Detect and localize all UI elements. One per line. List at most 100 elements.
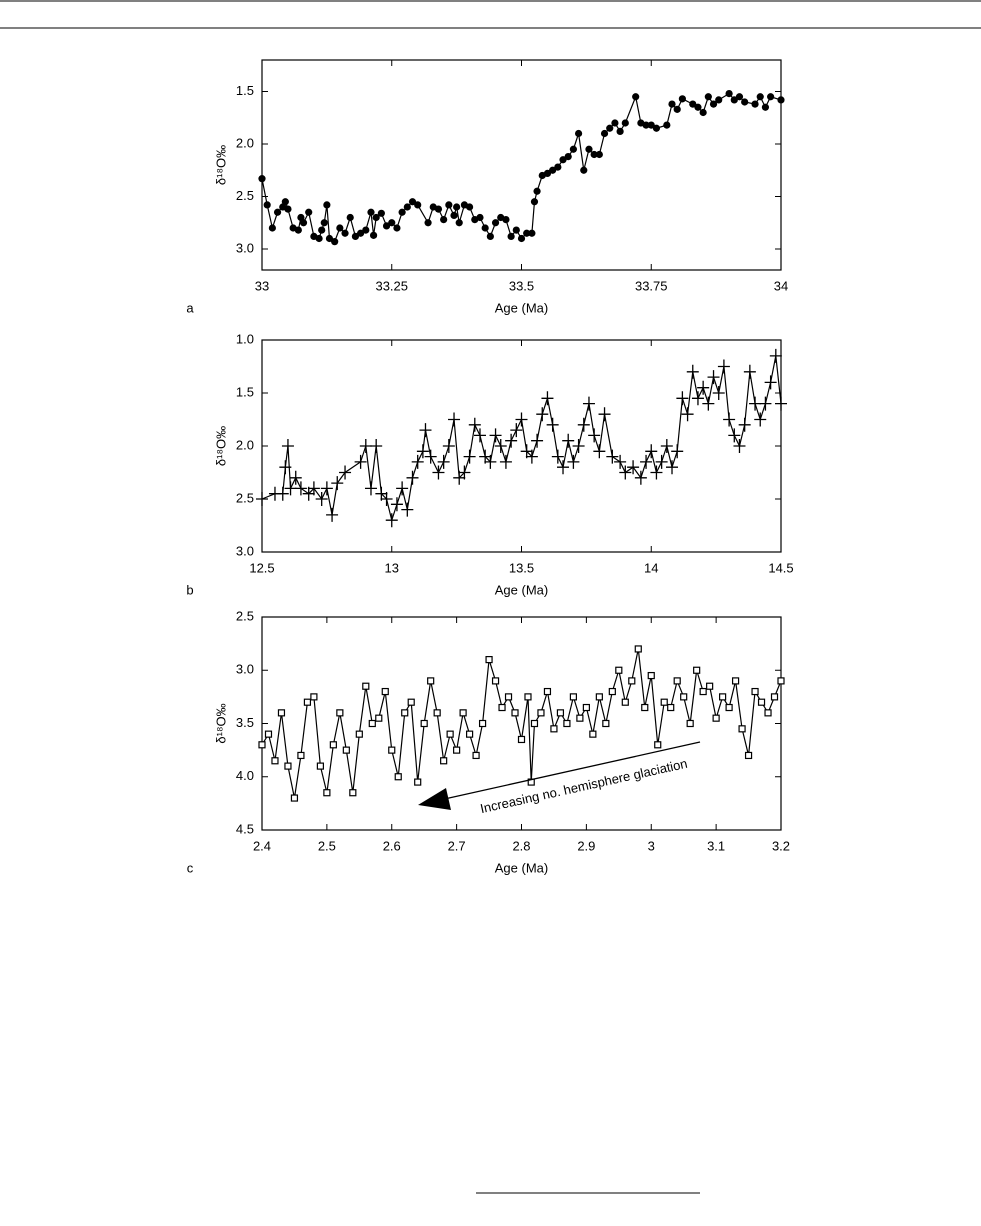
- x-tick-label: 2.8: [512, 838, 530, 853]
- series-line: [261, 355, 782, 523]
- marker: [634, 470, 647, 485]
- marker: [414, 201, 422, 209]
- marker: [666, 460, 679, 475]
- x-tick-label: 14: [644, 560, 658, 575]
- marker: [369, 231, 378, 239]
- marker: [364, 481, 377, 496]
- marker: [349, 789, 357, 797]
- marker: [769, 348, 782, 363]
- marker: [517, 234, 526, 243]
- marker: [691, 391, 704, 406]
- marker: [281, 198, 289, 206]
- marker: [712, 386, 725, 400]
- marker: [689, 100, 697, 108]
- marker: [401, 502, 414, 517]
- marker: [699, 108, 707, 117]
- marker: [580, 166, 588, 174]
- marker: [424, 219, 432, 227]
- marker: [486, 232, 494, 240]
- marker: [725, 703, 733, 712]
- marker: [450, 211, 458, 219]
- marker: [398, 208, 406, 216]
- marker: [606, 124, 614, 132]
- marker: [276, 486, 289, 501]
- marker: [536, 407, 549, 422]
- annotation-arrow: [439, 741, 701, 801]
- marker: [660, 698, 668, 706]
- marker: [615, 666, 623, 674]
- marker: [537, 709, 545, 717]
- marker: [751, 100, 759, 108]
- marker: [582, 396, 595, 411]
- marker: [704, 93, 712, 101]
- marker: [632, 93, 640, 101]
- marker: [546, 417, 559, 432]
- marker: [396, 481, 409, 496]
- marker: [728, 428, 741, 443]
- marker: [616, 127, 624, 135]
- marker: [485, 655, 493, 664]
- marker: [277, 709, 286, 717]
- marker: [719, 693, 727, 701]
- x-tick-label: 33.25: [375, 278, 408, 293]
- x-tick-label: 34: [774, 278, 788, 293]
- marker: [556, 709, 565, 717]
- x-tick-label: 2.6: [383, 838, 401, 853]
- marker: [572, 439, 585, 453]
- marker: [307, 481, 320, 496]
- marker: [310, 693, 318, 701]
- marker: [341, 229, 349, 237]
- x-tick-label: 2.9: [577, 838, 595, 853]
- marker: [686, 719, 694, 728]
- marker: [761, 103, 770, 111]
- marker: [751, 687, 759, 696]
- marker: [331, 238, 339, 246]
- marker: [707, 370, 720, 385]
- marker: [354, 454, 367, 469]
- marker: [608, 687, 616, 696]
- marker: [595, 150, 603, 159]
- marker: [303, 698, 312, 706]
- y-tick-label: 2.5: [236, 490, 254, 505]
- x-tick-label: 3: [648, 838, 655, 853]
- marker: [621, 119, 629, 127]
- marker: [299, 219, 308, 227]
- marker: [258, 175, 266, 183]
- marker: [749, 396, 762, 411]
- marker: [453, 746, 461, 754]
- marker: [375, 714, 383, 722]
- marker: [355, 730, 363, 738]
- marker: [494, 439, 507, 453]
- marker: [725, 90, 733, 98]
- marker: [686, 364, 699, 379]
- marker: [619, 465, 632, 480]
- x-tick-label: 33: [255, 278, 269, 293]
- marker: [676, 391, 689, 406]
- marker: [697, 380, 710, 395]
- marker: [600, 129, 609, 138]
- marker: [481, 224, 489, 232]
- marker: [693, 666, 701, 674]
- marker: [652, 124, 661, 132]
- y-tick-label: 1.0: [236, 331, 254, 346]
- marker: [289, 470, 302, 485]
- marker: [715, 96, 723, 104]
- marker: [489, 428, 502, 443]
- marker: [440, 216, 448, 224]
- marker: [408, 198, 417, 206]
- x-tick-label: 2.4: [253, 838, 271, 853]
- marker: [362, 682, 370, 690]
- marker: [533, 187, 541, 195]
- y-tick-label: 2.5: [236, 608, 254, 623]
- marker: [433, 709, 441, 717]
- annotation: Increasing no. hemisphere glaciation: [479, 756, 689, 816]
- marker: [671, 444, 684, 459]
- marker: [589, 730, 597, 738]
- marker: [473, 428, 486, 443]
- marker: [759, 396, 772, 411]
- y-tick-label: 3.0: [236, 662, 254, 677]
- y-tick-label: 1.5: [236, 384, 254, 399]
- marker: [424, 449, 437, 464]
- marker: [336, 709, 344, 717]
